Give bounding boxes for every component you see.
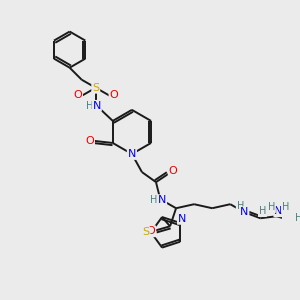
Text: N: N (128, 149, 136, 159)
Text: H: H (237, 201, 244, 211)
Text: O: O (169, 166, 177, 176)
Text: H: H (268, 202, 275, 212)
Text: O: O (73, 90, 82, 100)
Text: S: S (92, 83, 99, 93)
Text: N: N (93, 101, 101, 111)
Text: N: N (274, 206, 283, 216)
Text: N: N (158, 195, 166, 205)
Text: H: H (86, 101, 93, 111)
Text: H: H (282, 202, 289, 212)
Text: O: O (110, 90, 118, 100)
Text: O: O (147, 226, 155, 236)
Text: H: H (259, 206, 266, 216)
Text: S: S (142, 227, 149, 237)
Text: N: N (178, 214, 186, 224)
Text: H: H (295, 213, 300, 223)
Text: N: N (240, 207, 248, 217)
Text: O: O (85, 136, 94, 146)
Text: H: H (150, 195, 158, 205)
